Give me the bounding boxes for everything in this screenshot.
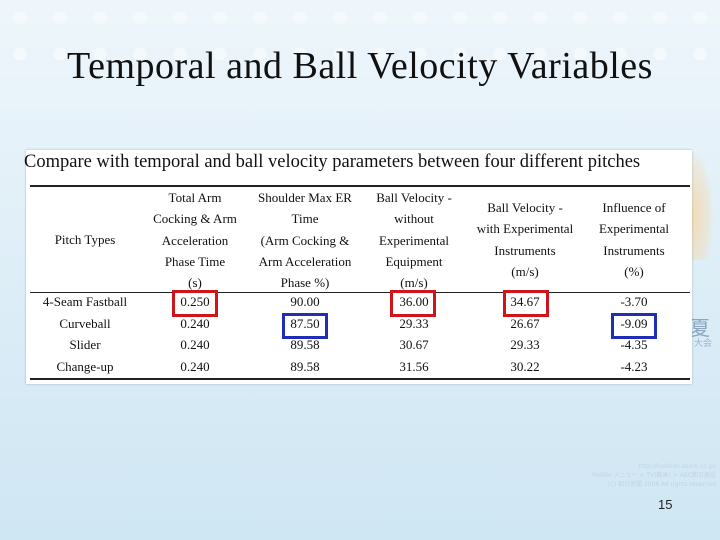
- highlight-box-blue-shoulder-er: [282, 313, 328, 339]
- table-cell: -3.70: [620, 294, 648, 309]
- table-cell: 89.58: [290, 337, 320, 352]
- highlight-box-red-velocity-without: [390, 290, 436, 317]
- slide-page-number: 15: [658, 497, 673, 512]
- background-pattern: [0, 0, 720, 60]
- highlight-box-red-velocity-with: [503, 290, 549, 317]
- table-cell: 36.00: [399, 294, 429, 309]
- table-cell: 30.22: [510, 359, 540, 374]
- table-cell: -4.35: [620, 337, 648, 352]
- table-cell: 0.250: [180, 294, 210, 309]
- table-cell: 0.240: [180, 316, 210, 331]
- header-arm-phase-time: Total Arm Cocking & Arm Acceleration Phase …: [153, 190, 237, 291]
- header-influence: Influence of Experimental Instruments (%): [598, 200, 670, 279]
- table-cell: 89.58: [290, 359, 320, 374]
- credit-line: http://koshien.asahi.co.jp/: [638, 463, 716, 470]
- table-title: Compare with temporal and ball velocity …: [24, 152, 641, 172]
- background-watermark: 夏: [690, 316, 710, 340]
- table-cell: 90.00: [290, 294, 320, 309]
- background-credits: http://koshien.asahi.co.jp/ Mobile メニュー …: [560, 462, 716, 489]
- table-bottom-rule: [30, 378, 690, 380]
- table-cell: 4-Seam Fastball: [42, 294, 128, 309]
- header-shoulder-max-er: Shoulder Max ER Time (Arm Cocking & Arm Acc…: [258, 190, 352, 291]
- table-cell: -4.23: [620, 359, 648, 374]
- table-cell: 34.67: [510, 294, 540, 309]
- slide-title: Temporal and Ball Velocity Variables: [67, 45, 653, 87]
- header-pitch-types: Pitch Types: [54, 232, 116, 247]
- header-velocity-without: Ball Velocity - without Experimental Equipm…: [376, 190, 452, 291]
- credit-line: (C) 朝日新聞 2008 All rights reserved: [607, 481, 716, 488]
- table-cell: Change-up: [56, 359, 114, 374]
- background-watermark-sub: 大会: [693, 339, 712, 349]
- table-top-rule: [30, 185, 690, 187]
- table-image-panel: [26, 150, 692, 384]
- credit-line: Mobile メニュー > TV(動画) > ABC朝日放送: [591, 472, 716, 479]
- highlight-box-blue-influence: [611, 313, 657, 339]
- table-cell: 26.67: [510, 316, 540, 331]
- table-cell: Slider: [69, 337, 101, 352]
- table-cell: Curveball: [59, 316, 111, 331]
- table-cell: 87.50: [290, 316, 320, 331]
- table-header-rule: [30, 292, 690, 293]
- table-cell: 0.240: [180, 359, 210, 374]
- table-cell: 30.67: [399, 337, 429, 352]
- table-cell: 0.240: [180, 337, 210, 352]
- table-cell: 29.33: [399, 316, 429, 331]
- table-cell: -9.09: [620, 316, 648, 331]
- table-cell: 29.33: [510, 337, 540, 352]
- table-cell: 31.56: [399, 359, 429, 374]
- header-velocity-with: Ball Velocity - with Experimental Instrume…: [476, 200, 574, 279]
- highlight-box-red-phase-time: [172, 290, 218, 317]
